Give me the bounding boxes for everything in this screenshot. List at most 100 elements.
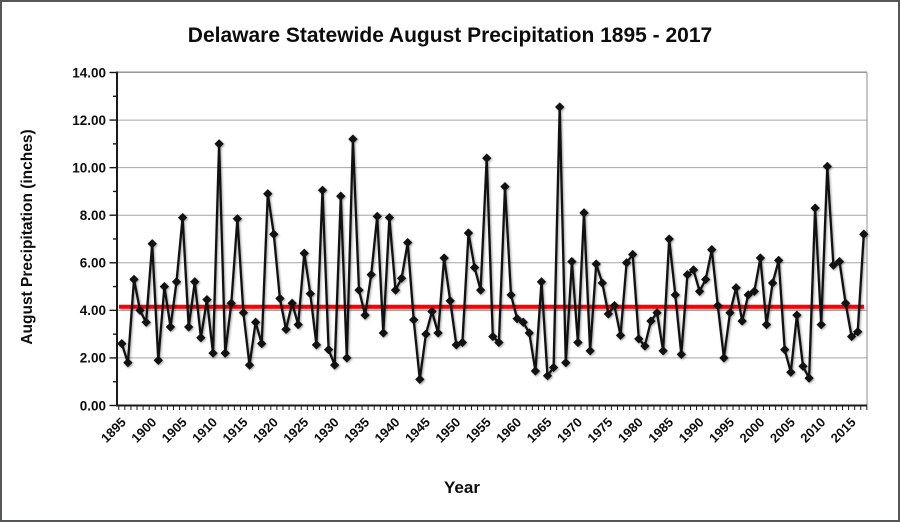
data-point xyxy=(688,265,699,275)
data-point xyxy=(846,331,857,342)
x-tick-label: 2005 xyxy=(767,415,798,446)
data-point xyxy=(597,278,608,288)
data-point xyxy=(779,344,790,355)
data-point xyxy=(415,374,425,385)
x-tick-label: 1995 xyxy=(706,415,737,446)
data-point xyxy=(664,234,674,244)
x-tick-label: 1990 xyxy=(676,415,707,446)
x-tick-label: 1910 xyxy=(189,415,220,446)
data-point xyxy=(244,360,255,370)
y-tick-label: 14.00 xyxy=(72,65,106,80)
data-point xyxy=(792,310,802,320)
data-point xyxy=(852,327,863,337)
data-point xyxy=(408,315,419,325)
data-point xyxy=(177,212,188,223)
data-point xyxy=(749,286,760,297)
data-point xyxy=(378,328,389,338)
data-point xyxy=(220,348,230,358)
data-point xyxy=(488,331,498,342)
data-point xyxy=(141,317,151,328)
data-point xyxy=(828,260,839,270)
x-tick-label: 1945 xyxy=(402,415,433,446)
data-point xyxy=(305,288,316,299)
data-point xyxy=(384,212,395,223)
data-point xyxy=(500,181,510,192)
data-point xyxy=(147,239,157,249)
data-point xyxy=(360,310,370,320)
data-point xyxy=(810,203,820,213)
data-point xyxy=(481,153,492,163)
data-point xyxy=(494,337,504,348)
data-point xyxy=(676,349,687,360)
data-point xyxy=(567,256,577,267)
data-point xyxy=(579,208,589,218)
chart-title: Delaware Statewide August Precipitation … xyxy=(187,24,713,47)
data-point xyxy=(773,255,784,266)
data-point xyxy=(281,324,291,335)
x-tick-label: 2015 xyxy=(828,415,859,446)
data-point xyxy=(506,290,516,300)
data-point xyxy=(299,248,310,259)
x-tick-label: 2010 xyxy=(797,415,828,446)
data-point xyxy=(232,214,243,224)
y-tick-label: 6.00 xyxy=(80,256,106,271)
data-point xyxy=(840,298,851,308)
x-tick-label: 1960 xyxy=(493,415,524,446)
data-point xyxy=(366,269,376,280)
data-point xyxy=(682,269,693,280)
x-tick-label: 1920 xyxy=(250,415,281,446)
x-tick-label: 1965 xyxy=(524,415,555,446)
precipitation-series xyxy=(117,102,869,385)
x-axis-ticks: 1895 1900 1905 1910 1915 1920 1925 1930 1935 1940… xyxy=(98,405,868,446)
data-point xyxy=(323,344,334,355)
data-point xyxy=(269,229,279,239)
data-point xyxy=(822,161,833,172)
data-point xyxy=(737,316,747,326)
data-point xyxy=(238,307,249,318)
data-point xyxy=(342,353,352,363)
data-point xyxy=(804,373,814,383)
data-point xyxy=(634,334,644,344)
y-tick-label: 4.00 xyxy=(80,303,106,318)
data-point xyxy=(767,278,778,288)
data-point xyxy=(536,277,547,287)
data-point xyxy=(573,337,583,348)
data-point xyxy=(457,337,468,348)
data-point xyxy=(372,211,382,222)
data-point xyxy=(263,189,273,199)
x-tick-label: 1900 xyxy=(128,415,159,446)
data-point xyxy=(135,305,145,316)
data-point xyxy=(463,228,474,238)
data-point xyxy=(469,262,480,273)
x-tick-label: 1925 xyxy=(280,415,311,446)
x-tick-label: 2000 xyxy=(736,415,767,446)
x-tick-label: 1955 xyxy=(463,415,494,446)
data-point xyxy=(402,237,413,248)
data-point xyxy=(706,244,717,255)
data-point xyxy=(658,346,668,356)
data-point xyxy=(755,253,766,263)
y-tick-label: 10.00 xyxy=(72,160,106,175)
data-point xyxy=(786,367,796,377)
x-axis-title: Year xyxy=(444,478,480,497)
x-tick-label: 1980 xyxy=(615,415,646,446)
data-point xyxy=(798,361,808,372)
data-point xyxy=(171,277,182,287)
data-point xyxy=(390,285,401,295)
data-point xyxy=(287,298,297,308)
data-point xyxy=(329,360,340,370)
data-point xyxy=(196,332,206,343)
data-point xyxy=(700,274,711,285)
y-tick-label: 12.00 xyxy=(72,113,106,128)
data-point xyxy=(530,366,541,376)
x-tick-label: 1905 xyxy=(159,415,190,446)
data-point xyxy=(621,258,632,268)
data-point xyxy=(627,249,638,260)
data-point xyxy=(603,309,614,319)
data-point xyxy=(335,191,346,201)
data-point xyxy=(834,256,845,267)
data-point xyxy=(670,290,681,300)
data-point xyxy=(202,294,212,305)
